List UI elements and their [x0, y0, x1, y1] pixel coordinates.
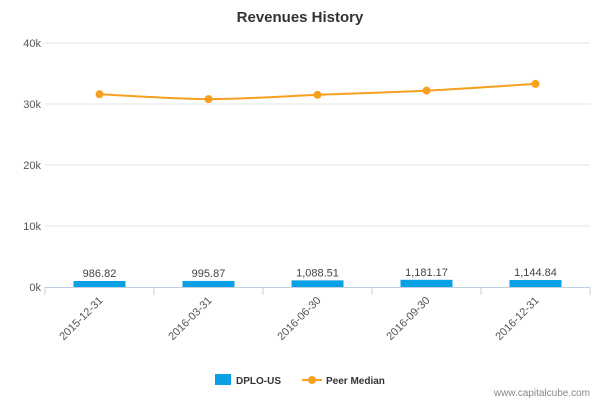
legend: DPLO-US Peer Median — [215, 374, 385, 387]
bar — [73, 280, 126, 287]
bar-series — [73, 279, 562, 287]
y-tick-label: 0k — [29, 282, 41, 294]
x-tick-label: 2016-03-31 — [166, 295, 214, 343]
y-tick-label: 20k — [23, 160, 41, 172]
bar-data-label: 1,181.17 — [405, 267, 448, 279]
bar-data-label: 1,144.84 — [514, 267, 557, 279]
legend-label-dplo: DPLO-US — [236, 376, 281, 387]
x-tick-label: 2016-06-30 — [275, 295, 323, 343]
x-tick-label: 2016-12-31 — [493, 295, 541, 343]
chart-title: Revenues History — [237, 9, 364, 26]
axes: 0k 10k 20k 30k 40k 2015-12-31 2016-03-31 2016-0… — [23, 38, 591, 343]
grid-lines — [45, 42, 590, 227]
data-labels: 986.82 995.87 1,088.51 1,181.17 1,144.84 — [83, 267, 557, 280]
peer-median-point — [422, 86, 431, 95]
peer-median-point — [204, 95, 213, 104]
bar-data-label: 1,088.51 — [296, 267, 339, 279]
legend-label-peer: Peer Median — [326, 376, 385, 387]
y-tick-label: 10k — [23, 221, 41, 233]
x-tick-label: 2015-12-31 — [57, 295, 105, 343]
bar-data-label: 986.82 — [83, 268, 117, 280]
bar — [182, 280, 235, 287]
legend-swatch-dplo — [215, 374, 231, 385]
y-tick-label: 40k — [23, 38, 41, 50]
bar-data-label: 995.87 — [192, 268, 226, 280]
bar — [509, 280, 562, 287]
x-tick-label: 2016-09-30 — [384, 295, 432, 343]
line-series — [95, 79, 540, 104]
peer-median-point — [313, 90, 322, 99]
watermark-text: www.capitalcube.com — [493, 388, 590, 399]
legend-marker-peer — [308, 376, 316, 384]
peer-median-point — [531, 79, 540, 88]
y-tick-label: 30k — [23, 99, 41, 111]
bar — [400, 279, 453, 287]
peer-median-point — [95, 90, 104, 99]
bar — [291, 280, 344, 287]
